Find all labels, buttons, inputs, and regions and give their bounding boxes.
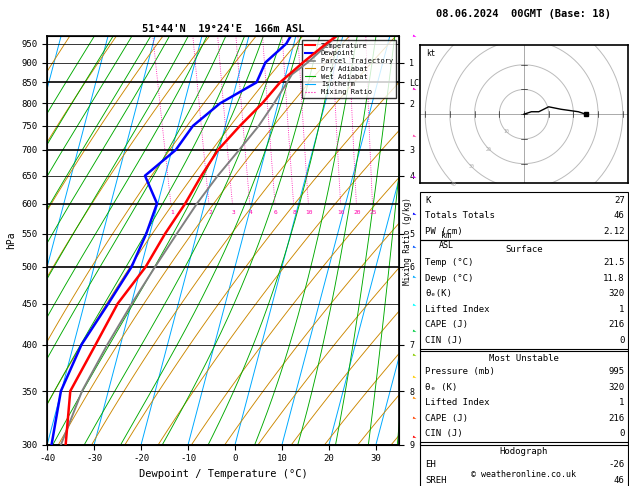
Text: Temp (°C): Temp (°C): [425, 258, 474, 267]
Text: 216: 216: [608, 414, 625, 423]
Text: 20: 20: [486, 147, 492, 152]
Text: 11.8: 11.8: [603, 274, 625, 282]
Text: ►: ►: [412, 375, 417, 381]
Text: 46: 46: [614, 211, 625, 220]
Text: Mixing Ratio (g/kg): Mixing Ratio (g/kg): [403, 197, 411, 284]
Text: Dewp (°C): Dewp (°C): [425, 274, 474, 282]
Text: ►: ►: [412, 87, 417, 93]
Text: Surface: Surface: [505, 245, 543, 254]
Text: 21.5: 21.5: [603, 258, 625, 267]
Text: 320: 320: [608, 289, 625, 298]
Text: ►: ►: [412, 416, 417, 422]
Text: Hodograph: Hodograph: [500, 447, 548, 456]
Text: ►: ►: [412, 174, 417, 180]
Text: 4: 4: [249, 210, 253, 215]
Title: 51°44'N  19°24'E  166m ASL: 51°44'N 19°24'E 166m ASL: [142, 24, 304, 35]
Text: 30: 30: [469, 164, 474, 169]
Text: Totals Totals: Totals Totals: [425, 211, 495, 220]
Text: ►: ►: [412, 211, 417, 217]
Text: 320: 320: [608, 382, 625, 392]
Y-axis label: hPa: hPa: [6, 232, 16, 249]
Text: 0: 0: [619, 336, 625, 345]
Text: EH: EH: [425, 460, 436, 469]
Text: 10: 10: [306, 210, 313, 215]
Text: 6: 6: [274, 210, 278, 215]
Text: PW (cm): PW (cm): [425, 227, 463, 236]
Text: ►: ►: [412, 275, 417, 280]
Text: 46: 46: [614, 476, 625, 485]
Text: kt: kt: [426, 49, 436, 58]
Text: Most Unstable: Most Unstable: [489, 354, 559, 363]
Text: ►: ►: [412, 302, 417, 309]
Text: 20: 20: [353, 210, 360, 215]
Y-axis label: km
ASL: km ASL: [439, 231, 454, 250]
Text: 2.12: 2.12: [603, 227, 625, 236]
Text: 995: 995: [608, 367, 625, 376]
Text: 1: 1: [170, 210, 174, 215]
Text: 8: 8: [292, 210, 296, 215]
Text: ►: ►: [412, 352, 417, 358]
Text: ►: ►: [412, 434, 417, 440]
Legend: Temperature, Dewpoint, Parcel Trajectory, Dry Adiabat, Wet Adiabat, Isotherm, Mi: Temperature, Dewpoint, Parcel Trajectory…: [302, 40, 396, 98]
Text: 3: 3: [231, 210, 235, 215]
Text: © weatheronline.co.uk: © weatheronline.co.uk: [472, 469, 576, 479]
X-axis label: Dewpoint / Temperature (°C): Dewpoint / Temperature (°C): [139, 469, 308, 479]
Text: θₑ (K): θₑ (K): [425, 382, 457, 392]
Text: CAPE (J): CAPE (J): [425, 320, 468, 329]
Text: ►: ►: [412, 34, 417, 39]
Text: CIN (J): CIN (J): [425, 429, 463, 438]
Text: θₑ(K): θₑ(K): [425, 289, 452, 298]
Text: Lifted Index: Lifted Index: [425, 305, 490, 313]
Text: ►: ►: [412, 396, 417, 402]
Text: 0: 0: [619, 429, 625, 438]
Text: 216: 216: [608, 320, 625, 329]
Text: 1: 1: [619, 398, 625, 407]
Text: -26: -26: [608, 460, 625, 469]
Text: Lifted Index: Lifted Index: [425, 398, 490, 407]
Text: CIN (J): CIN (J): [425, 336, 463, 345]
Text: 25: 25: [369, 210, 377, 215]
Text: ►: ►: [412, 134, 417, 139]
Text: SREH: SREH: [425, 476, 447, 485]
Text: K: K: [425, 196, 431, 205]
Text: ►: ►: [412, 328, 417, 334]
Text: Pressure (mb): Pressure (mb): [425, 367, 495, 376]
Text: ►: ►: [412, 244, 417, 250]
Text: 10: 10: [504, 129, 509, 134]
Text: 40: 40: [451, 182, 457, 187]
Text: 27: 27: [614, 196, 625, 205]
Text: 16: 16: [338, 210, 345, 215]
Text: 2: 2: [208, 210, 212, 215]
Text: 1: 1: [619, 305, 625, 313]
Text: CAPE (J): CAPE (J): [425, 414, 468, 423]
Text: 08.06.2024  00GMT (Base: 18): 08.06.2024 00GMT (Base: 18): [437, 9, 611, 19]
